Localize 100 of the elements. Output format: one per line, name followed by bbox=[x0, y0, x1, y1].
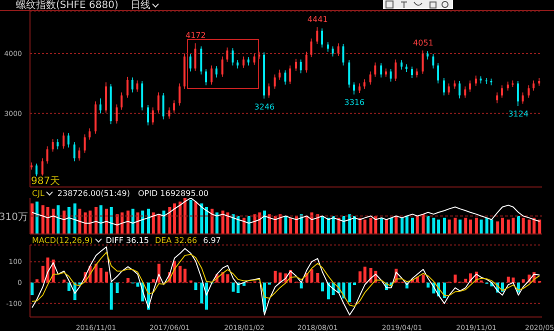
bar bbox=[454, 218, 457, 234]
bar bbox=[316, 272, 320, 283]
bar bbox=[432, 218, 436, 234]
bar bbox=[157, 214, 160, 234]
candlestick bbox=[268, 83, 270, 98]
candlestick bbox=[131, 77, 134, 93]
text: 238726.00(51:49) bbox=[57, 188, 130, 198]
bar bbox=[442, 218, 446, 234]
bar bbox=[73, 203, 76, 234]
bar bbox=[522, 279, 525, 283]
bar bbox=[469, 220, 472, 234]
bar bbox=[263, 210, 266, 234]
bar bbox=[162, 210, 166, 234]
bar bbox=[358, 218, 362, 234]
candlestick bbox=[422, 50, 424, 74]
line-series bbox=[32, 252, 540, 307]
bar bbox=[538, 220, 542, 234]
candlestick bbox=[141, 80, 144, 111]
line-series bbox=[32, 246, 540, 316]
candlestick bbox=[136, 80, 138, 92]
bar bbox=[500, 218, 504, 234]
candlestick bbox=[226, 47, 228, 62]
bar bbox=[99, 205, 102, 234]
bar bbox=[200, 282, 204, 304]
candlestick bbox=[469, 80, 472, 92]
bar bbox=[532, 218, 536, 234]
bar bbox=[141, 210, 144, 234]
bar bbox=[152, 279, 155, 283]
candlestick bbox=[326, 42, 329, 52]
bar bbox=[458, 220, 462, 234]
ref-line-label: 310万 bbox=[0, 212, 28, 223]
bar bbox=[437, 220, 440, 234]
bar bbox=[62, 280, 66, 283]
candlestick bbox=[400, 60, 403, 70]
series-label: DIFF 36.15 bbox=[106, 236, 149, 244]
bar bbox=[284, 216, 288, 234]
bar bbox=[448, 220, 451, 234]
annotation: 4051 bbox=[413, 38, 434, 48]
bar bbox=[321, 216, 324, 234]
bar bbox=[480, 220, 483, 234]
annotation: 3124 bbox=[508, 110, 529, 119]
candlestick bbox=[411, 66, 414, 78]
candlestick bbox=[52, 138, 54, 152]
candlestick bbox=[532, 80, 535, 92]
bar bbox=[352, 282, 356, 286]
candlestick bbox=[390, 68, 392, 82]
annotation: 4441 bbox=[307, 15, 328, 24]
bar bbox=[496, 221, 500, 234]
candlestick bbox=[232, 48, 234, 66]
candlestick bbox=[162, 92, 164, 120]
candlestick bbox=[46, 146, 48, 164]
bar bbox=[41, 205, 44, 234]
bar bbox=[99, 268, 102, 283]
bar bbox=[289, 218, 292, 234]
bar bbox=[56, 205, 60, 234]
candlestick bbox=[516, 80, 519, 106]
candlestick bbox=[289, 65, 292, 84]
candlestick bbox=[157, 92, 160, 114]
candlestick bbox=[348, 60, 350, 88]
bar bbox=[46, 207, 50, 234]
bar bbox=[348, 214, 352, 234]
candlestick bbox=[120, 92, 123, 110]
candlestick bbox=[41, 158, 44, 176]
candlestick bbox=[528, 84, 530, 98]
annotation: 3246 bbox=[254, 102, 275, 112]
candlestick bbox=[500, 84, 503, 98]
candlestick bbox=[321, 28, 324, 48]
bar bbox=[94, 264, 98, 283]
bar bbox=[305, 216, 308, 234]
bar bbox=[62, 210, 66, 234]
bar bbox=[242, 218, 246, 234]
chart-title: 螺纹指数(SHFE 6880) bbox=[16, 0, 118, 12]
candlestick bbox=[178, 83, 181, 106]
bar bbox=[390, 218, 393, 234]
candlestick bbox=[73, 142, 76, 162]
bar bbox=[247, 216, 250, 234]
bar bbox=[426, 216, 430, 234]
candlestick bbox=[67, 132, 70, 148]
text: CJL bbox=[32, 188, 44, 198]
bar bbox=[480, 280, 483, 283]
bar bbox=[352, 216, 356, 234]
bar bbox=[200, 203, 204, 234]
bar bbox=[384, 220, 388, 234]
bar bbox=[147, 208, 150, 234]
candlestick bbox=[56, 138, 59, 150]
candlestick bbox=[205, 68, 208, 86]
bar bbox=[67, 282, 70, 291]
bar bbox=[173, 203, 176, 234]
bar bbox=[358, 271, 362, 283]
candlestick bbox=[380, 62, 382, 78]
candlestick bbox=[342, 44, 344, 66]
bar bbox=[110, 282, 113, 310]
bar bbox=[516, 216, 520, 234]
bar bbox=[183, 268, 186, 283]
candlestick bbox=[99, 98, 102, 114]
candlestick bbox=[496, 92, 498, 104]
candlestick bbox=[84, 134, 86, 154]
candlestick bbox=[173, 100, 176, 114]
bar bbox=[411, 218, 414, 234]
bar bbox=[394, 216, 398, 234]
